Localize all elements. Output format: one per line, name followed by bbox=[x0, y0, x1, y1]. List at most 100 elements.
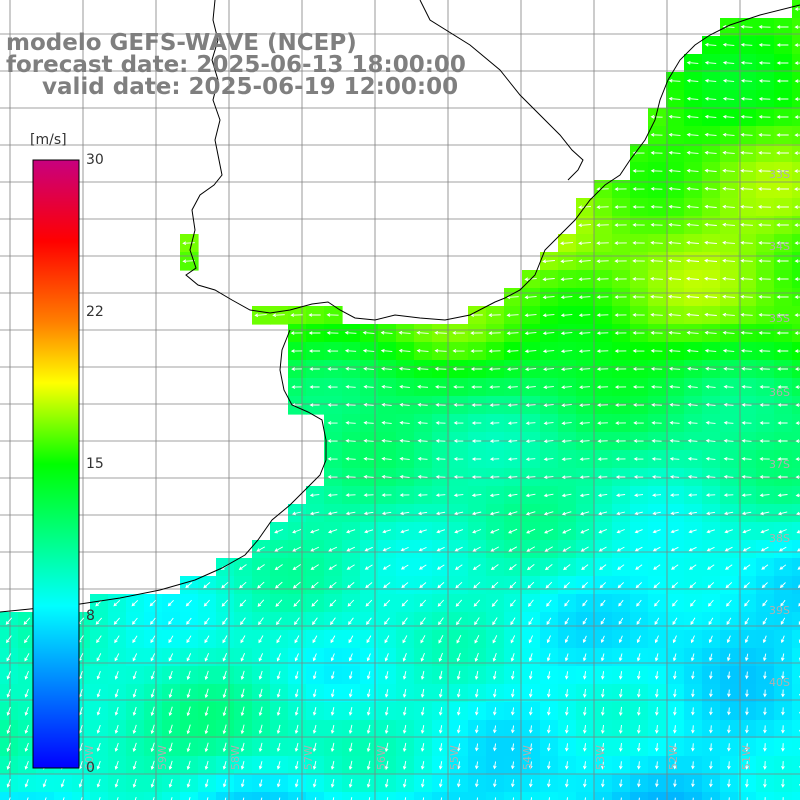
wind-arrow bbox=[542, 313, 555, 318]
wind-arrow bbox=[456, 707, 461, 716]
wind-arrow bbox=[579, 421, 590, 426]
wind-arrow bbox=[578, 349, 591, 354]
wind-arrow bbox=[686, 114, 699, 119]
wind-arrow bbox=[635, 564, 643, 570]
wind-arrow bbox=[438, 634, 444, 644]
wind-arrow bbox=[362, 348, 375, 353]
wind-arrow bbox=[345, 403, 356, 407]
wind-arrow bbox=[777, 493, 788, 498]
wind-arrow bbox=[186, 778, 191, 788]
wind-arrow bbox=[709, 779, 713, 788]
wind-arrow bbox=[780, 635, 785, 644]
wind-arrow bbox=[602, 797, 604, 800]
lon-label: 57W bbox=[302, 745, 315, 770]
wind-arrow bbox=[474, 725, 479, 734]
wind-arrow bbox=[597, 439, 608, 443]
wind-arrow bbox=[686, 258, 700, 263]
wind-arrow bbox=[544, 528, 554, 534]
wind-arrow bbox=[364, 529, 374, 534]
wind-arrow bbox=[134, 796, 137, 800]
wind-arrow bbox=[292, 564, 301, 571]
wind-arrow bbox=[673, 707, 677, 716]
wind-arrow bbox=[528, 725, 533, 734]
wind-arrow bbox=[578, 241, 591, 246]
wind-arrow bbox=[507, 421, 518, 425]
wind-arrow bbox=[578, 313, 591, 318]
wind-arrow bbox=[776, 277, 789, 281]
wind-arrow bbox=[763, 725, 767, 734]
wind-arrow bbox=[600, 743, 605, 752]
wind-arrow bbox=[781, 761, 785, 770]
wind-arrow bbox=[564, 635, 569, 644]
wind-arrow bbox=[776, 223, 789, 227]
wind-arrow bbox=[564, 599, 570, 607]
wind-arrow bbox=[560, 277, 573, 282]
wind-arrow bbox=[474, 743, 479, 752]
wind-arrow bbox=[438, 652, 443, 662]
wind-arrow bbox=[686, 330, 699, 335]
wind-arrow bbox=[654, 653, 659, 662]
wind-arrow bbox=[435, 493, 446, 497]
lon-label: 52W bbox=[667, 745, 680, 770]
wind-arrow bbox=[399, 456, 410, 461]
wind-arrow bbox=[776, 205, 789, 209]
wind-arrow bbox=[6, 671, 11, 680]
wind-arrow bbox=[510, 779, 515, 788]
wind-cell bbox=[198, 792, 217, 800]
wind-arrow bbox=[686, 222, 699, 227]
wind-arrow bbox=[437, 582, 445, 589]
wind-arrow bbox=[132, 742, 137, 752]
wind-arrow bbox=[618, 688, 623, 698]
wind-arrow bbox=[542, 295, 555, 300]
wind-arrow bbox=[417, 456, 428, 461]
wind-arrow bbox=[221, 599, 229, 607]
lon-label: 55W bbox=[448, 745, 461, 770]
lat-label: 33S bbox=[769, 168, 790, 181]
wind-arrow bbox=[24, 742, 29, 752]
wind-arrow bbox=[453, 439, 464, 443]
wind-arrow bbox=[794, 7, 800, 11]
wind-arrow bbox=[23, 617, 31, 625]
wind-arrow bbox=[795, 385, 800, 389]
wind-arrow bbox=[650, 115, 663, 119]
wind-arrow bbox=[312, 724, 317, 734]
wind-arrow bbox=[615, 403, 627, 407]
wind-arrow bbox=[795, 457, 800, 461]
wind-cell bbox=[792, 648, 800, 667]
wind-arrow bbox=[492, 617, 498, 626]
wind-arrow bbox=[560, 331, 573, 336]
wind-arrow bbox=[635, 582, 643, 589]
wind-arrow bbox=[598, 546, 607, 552]
wind-arrow bbox=[454, 546, 463, 552]
wind-arrow bbox=[438, 617, 444, 626]
wind-cell bbox=[396, 792, 415, 800]
wind-arrow bbox=[488, 331, 501, 335]
wind-arrow bbox=[637, 779, 641, 788]
wind-arrow bbox=[779, 564, 787, 570]
wind-arrow bbox=[366, 635, 372, 644]
wind-arrow bbox=[652, 546, 661, 552]
wind-arrow bbox=[546, 617, 552, 626]
wind-arrow bbox=[186, 706, 191, 717]
wind-arrow bbox=[258, 779, 263, 788]
wind-arrow bbox=[672, 635, 677, 644]
wind-arrow bbox=[794, 277, 800, 281]
wind-arrow bbox=[438, 743, 443, 752]
wind-arrow bbox=[363, 493, 374, 497]
wind-arrow bbox=[150, 760, 155, 771]
wind-arrow bbox=[330, 760, 335, 770]
wind-arrow bbox=[113, 599, 121, 607]
wind-arrow bbox=[741, 475, 752, 479]
wind-arrow bbox=[327, 385, 338, 389]
wind-arrow bbox=[632, 349, 645, 353]
wind-arrow bbox=[758, 331, 771, 335]
wind-arrow bbox=[384, 635, 390, 644]
wind-arrow bbox=[671, 564, 679, 570]
wind-arrow bbox=[150, 778, 155, 788]
wind-arrow bbox=[582, 653, 587, 662]
wind-arrow bbox=[582, 599, 588, 607]
wind-arrow bbox=[776, 169, 789, 173]
wind-arrow bbox=[687, 420, 698, 425]
wind-arrow bbox=[596, 367, 609, 371]
